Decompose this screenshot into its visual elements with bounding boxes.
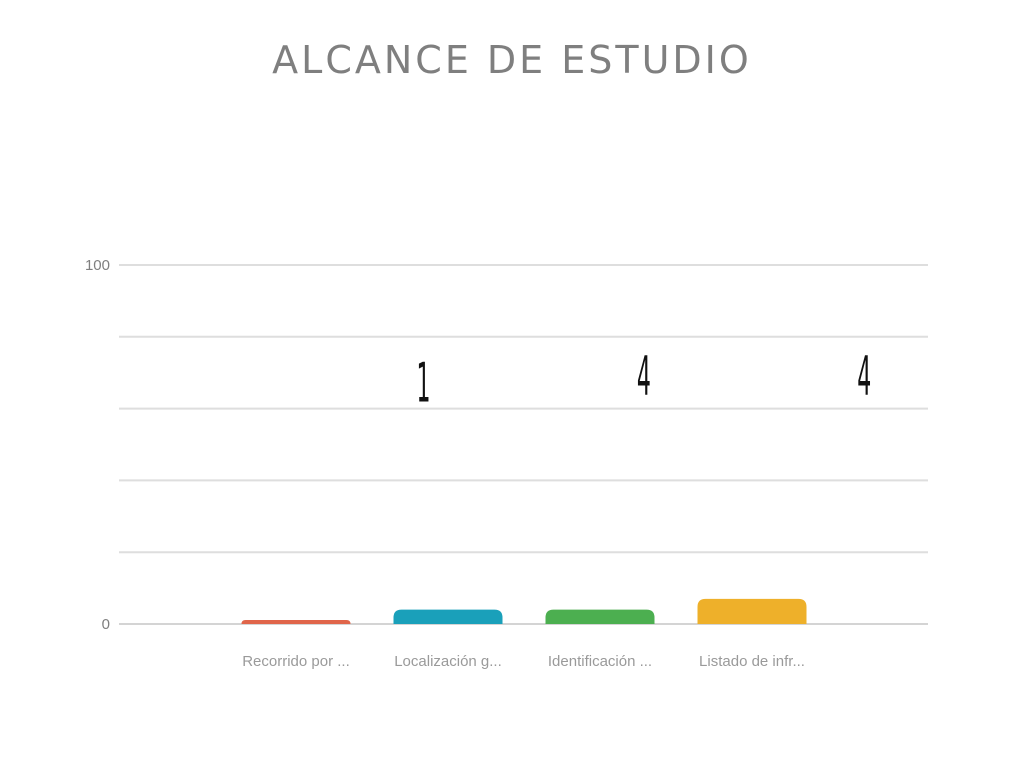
chart-title: ALCANCE DE ESTUDIO [272,38,752,82]
x-category-label: Identificación ... [548,653,652,670]
y-tick-label: 0 [102,616,110,633]
bar [241,620,351,624]
bar-data-label: 4 [857,345,871,408]
bar-data-label: 1 [416,352,430,415]
x-category-label: Recorrido por ... [242,653,350,670]
bar [393,609,503,624]
x-category-label: Localización g... [394,653,502,670]
bar [697,598,807,624]
y-tick-label: 100 [85,257,110,274]
x-category-label: Listado de infr... [699,653,805,670]
bar [545,609,655,624]
bar-data-label: 4 [637,345,651,408]
